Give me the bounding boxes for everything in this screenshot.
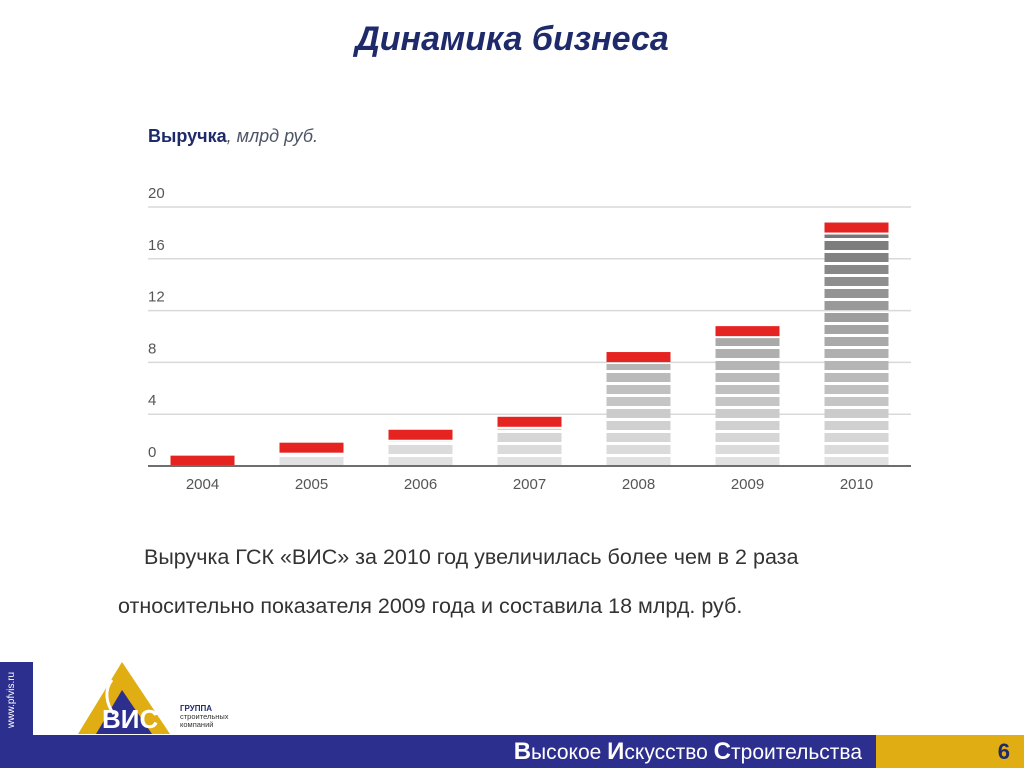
bar-stripe [389, 445, 453, 454]
bar-stripe [716, 338, 780, 346]
x-tick-label: 2007 [513, 476, 546, 493]
bar-stripe [825, 313, 889, 322]
bar-stripe [825, 265, 889, 274]
site-url[interactable]: www.pfvis.ru [6, 672, 17, 728]
bar-stripe [825, 373, 889, 382]
bar-stripe [607, 397, 671, 406]
company-line-3: компаний [180, 720, 213, 729]
tagline-cap-3: С [714, 738, 731, 765]
tagline-rest-2: скусство [624, 741, 713, 764]
bar-2009 [716, 326, 780, 466]
gridlines [148, 207, 911, 414]
bar-stripe [498, 445, 562, 454]
bar-2006 [389, 430, 453, 466]
bar-stripe [607, 445, 671, 454]
bar-2004 [171, 456, 235, 466]
footer: www.pfvis.ru ВИС ГРУППА строительных ком… [0, 662, 1024, 768]
x-tick-label: 2004 [186, 476, 219, 493]
y-tick-label: 16 [148, 237, 165, 254]
bar-stripe [825, 301, 889, 310]
chart-title-bold: Выручка [148, 126, 228, 146]
bar-stripe [607, 433, 671, 442]
bar-top [389, 430, 453, 440]
bar-stripe [825, 445, 889, 454]
bar-stripe [825, 277, 889, 286]
bar-stripe [825, 421, 889, 430]
summary-line-2: относительно показателя 2009 года и сост… [118, 582, 938, 631]
tagline-rest-1: ысокое [531, 741, 607, 764]
bar-2005 [280, 443, 344, 466]
bar-stripe [825, 325, 889, 334]
bar-stripe [716, 445, 780, 454]
bar-2010 [825, 223, 889, 466]
y-tick-labels: 0 4 8 12 16 20 [148, 185, 165, 461]
bar-stripe [716, 409, 780, 418]
bar-stripe [716, 385, 780, 394]
bar-stripe [825, 289, 889, 298]
vis-logo-icon: ВИС [60, 660, 180, 735]
y-tick-label: 4 [148, 392, 156, 409]
x-tick-label: 2008 [622, 476, 655, 493]
bar-top [280, 443, 344, 453]
bar-stripe [389, 457, 453, 466]
summary-line-1: Выручка ГСК «ВИС» за 2010 год увеличилас… [118, 533, 938, 582]
page-number: 6 [876, 735, 1024, 768]
bar-stripe [716, 373, 780, 382]
bar-stripe [607, 385, 671, 394]
bar-stripe [825, 433, 889, 442]
bar-stripe [825, 253, 889, 262]
bar-stripe [825, 409, 889, 418]
bar-top [825, 223, 889, 233]
bar-top [498, 417, 562, 427]
bar-stripe [607, 373, 671, 382]
bar-stripe [825, 349, 889, 358]
company-name: ГРУППА строительных компаний [180, 705, 229, 729]
bar-stripe [607, 421, 671, 430]
bar-stripe [498, 429, 562, 430]
bar-stripe [498, 433, 562, 442]
y-tick-label: 0 [148, 444, 156, 461]
bar-top [171, 456, 235, 466]
site-url-strip: www.pfvis.ru [0, 662, 33, 735]
bar-stripe [607, 409, 671, 418]
bar-stripe [607, 457, 671, 466]
bar-stripe [825, 397, 889, 406]
bar-stripe [825, 361, 889, 370]
bar-stripe [498, 457, 562, 466]
bar-stripe [716, 433, 780, 442]
logo-text: ВИС [102, 704, 158, 734]
bar-stripe [825, 235, 889, 238]
bar-stripe [716, 421, 780, 430]
summary-note: Выручка ГСК «ВИС» за 2010 год увеличилас… [118, 533, 938, 631]
bar-top [607, 352, 671, 362]
y-tick-label: 20 [148, 185, 165, 202]
footer-tagline: Высокое Искусство Строительства [0, 735, 876, 768]
tagline-cap-2: И [607, 738, 624, 765]
bar-2008 [607, 352, 671, 466]
tagline-cap-1: В [514, 738, 531, 765]
bar-stripe [716, 361, 780, 370]
bar-stripe [825, 337, 889, 346]
x-tick-label: 2010 [840, 476, 873, 493]
x-tick-label: 2005 [295, 476, 328, 493]
bar-stripe [825, 457, 889, 466]
x-tick-label: 2006 [404, 476, 437, 493]
bar-2007 [498, 417, 562, 466]
bar-stripe [716, 397, 780, 406]
tagline-rest-3: троительства [731, 741, 862, 764]
bar-stripe [825, 241, 889, 250]
chart-title: Выручка, млрд руб. [148, 126, 318, 146]
x-tick-labels: 2004 2005 2006 2007 2008 2009 2010 [186, 476, 873, 493]
x-tick-label: 2009 [731, 476, 764, 493]
bar-top [716, 326, 780, 336]
bar-stripe [716, 349, 780, 358]
y-tick-label: 12 [148, 289, 165, 306]
bar-stripe [280, 457, 344, 466]
bar-stripe [825, 385, 889, 394]
bar-stripe [607, 364, 671, 370]
chart-title-rest: , млрд руб. [227, 126, 318, 146]
bar-stripe [716, 457, 780, 466]
y-tick-label: 8 [148, 340, 156, 357]
